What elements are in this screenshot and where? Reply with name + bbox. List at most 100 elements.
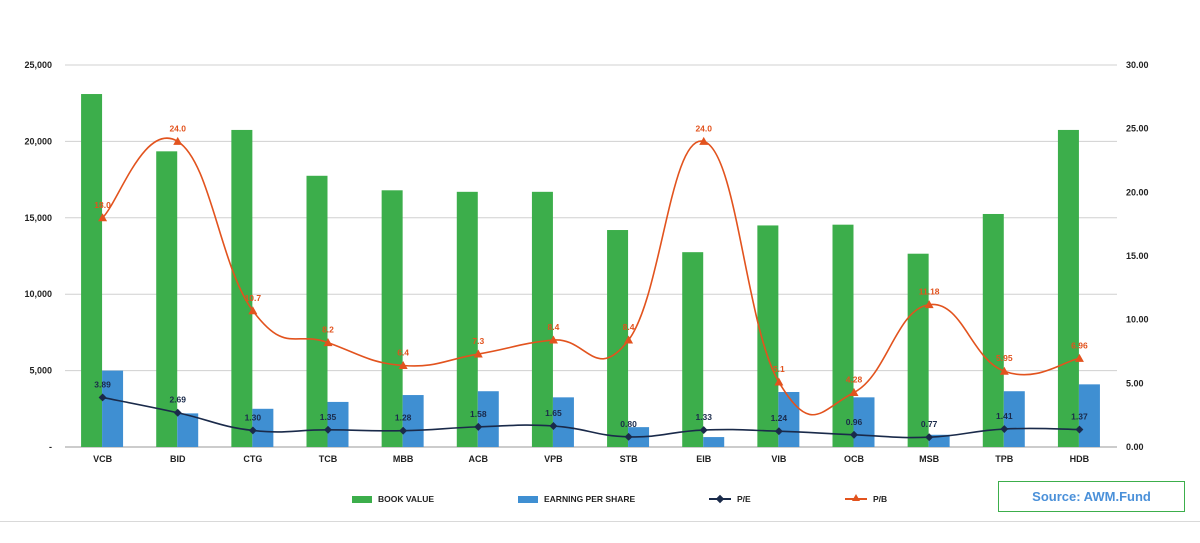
eps-bar-ctg bbox=[252, 408, 274, 447]
left-tick-label-5: 25,000 bbox=[24, 60, 52, 70]
right-tick-label-4: 20.00 bbox=[1126, 187, 1149, 197]
category-label-stb: STB bbox=[620, 454, 639, 464]
pb-label-ocb: 4.28 bbox=[846, 375, 863, 385]
pe-label-tcb: 1.35 bbox=[320, 412, 337, 422]
legend-pe-swatch bbox=[709, 494, 731, 504]
book-value-bar-mbb bbox=[381, 190, 403, 447]
legend-pe-label: P/E bbox=[737, 494, 751, 504]
eps-bar-hdb bbox=[1078, 384, 1100, 447]
category-label-mbb: MBB bbox=[393, 454, 414, 464]
category-label-eib: EIB bbox=[696, 454, 712, 464]
legend-eps-swatch bbox=[518, 495, 538, 503]
pb-marker-ocb bbox=[849, 388, 859, 397]
left-tick-label-0: - bbox=[49, 442, 52, 452]
bars bbox=[81, 94, 1100, 448]
eps-bar-eib bbox=[703, 437, 725, 447]
pe-line bbox=[102, 396, 1080, 439]
left-tick-label-4: 20,000 bbox=[24, 136, 52, 146]
legend-book-value: BOOK VALUE bbox=[352, 494, 434, 504]
left-axis-ticks: - 5,000 10,000 15,000 20,000 25,000 bbox=[24, 60, 52, 452]
pe-label-mbb: 1.28 bbox=[395, 413, 412, 423]
pb-marker-acb bbox=[473, 349, 483, 358]
pb-label-tpb: 5.95 bbox=[996, 353, 1013, 363]
right-tick-label-2: 10.00 bbox=[1126, 315, 1149, 325]
pb-marker-mbb bbox=[398, 361, 408, 370]
pe-label-vib: 1.24 bbox=[771, 413, 788, 423]
book-value-bar-tcb bbox=[306, 175, 328, 447]
pe-label-vpb: 1.65 bbox=[545, 408, 562, 418]
pe-label-eib: 1.33 bbox=[695, 412, 712, 422]
right-tick-label-1: 5.00 bbox=[1126, 378, 1144, 388]
legend: BOOK VALUE EARNING PER SHARE P/E P/B bbox=[0, 494, 1200, 508]
left-tick-label-3: 15,000 bbox=[24, 213, 52, 223]
pe-marker-hdb bbox=[1075, 425, 1084, 434]
book-value-bar-hdb bbox=[1057, 129, 1079, 447]
legend-pb-swatch bbox=[845, 494, 867, 503]
category-label-ctg: CTG bbox=[243, 454, 262, 464]
pe-marker-tcb bbox=[324, 425, 332, 434]
pb-label-stb: 8.4 bbox=[623, 322, 635, 332]
pe-marker-ctg bbox=[248, 426, 257, 435]
pb-marker-eib bbox=[699, 136, 709, 145]
pe-label-ocb: 0.96 bbox=[846, 417, 863, 427]
book-value-bar-stb bbox=[607, 230, 629, 447]
right-tick-label-3: 15.00 bbox=[1126, 251, 1149, 261]
legend-pe: P/E bbox=[709, 494, 751, 504]
book-value-bar-eib bbox=[682, 252, 704, 447]
eps-bar-tcb bbox=[327, 401, 349, 447]
legend-book-value-label: BOOK VALUE bbox=[378, 494, 435, 504]
pb-label-eib: 24.0 bbox=[695, 123, 712, 133]
pb-marker-tpb bbox=[999, 366, 1009, 375]
right-tick-label-6: 30.00 bbox=[1126, 60, 1149, 70]
pb-label-hdb: 6.96 bbox=[1071, 340, 1088, 350]
right-tick-label-5: 25.00 bbox=[1126, 124, 1149, 134]
category-label-vib: VIB bbox=[771, 454, 787, 464]
book-value-bar-msb bbox=[907, 253, 929, 447]
legend-pb: P/B bbox=[845, 494, 887, 504]
pb-label-vpb: 8.4 bbox=[548, 322, 560, 332]
book-value-bar-vib bbox=[757, 225, 779, 447]
eps-bar-msb bbox=[928, 434, 950, 447]
eps-bar-vcb bbox=[102, 370, 124, 447]
source-box: Source: AWM.Fund bbox=[998, 481, 1185, 512]
pb-label-vcb: 18.0 bbox=[94, 200, 111, 210]
source-text: Source: AWM.Fund bbox=[1032, 489, 1151, 504]
eps-bar-mbb bbox=[402, 395, 424, 447]
bottom-divider bbox=[0, 521, 1200, 522]
category-label-tpb: TPB bbox=[995, 454, 1014, 464]
pb-marker-vpb bbox=[548, 335, 558, 344]
gridlines bbox=[65, 64, 1117, 448]
book-value-bar-ocb bbox=[832, 224, 854, 447]
category-label-msb: MSB bbox=[919, 454, 940, 464]
pb-marker-vcb bbox=[98, 213, 108, 222]
pb-marker-ctg bbox=[248, 306, 258, 315]
eps-bar-tpb bbox=[1003, 391, 1025, 447]
pb-marker-stb bbox=[624, 335, 634, 344]
category-label-acb: ACB bbox=[469, 454, 489, 464]
pb-marker-msb bbox=[924, 300, 934, 309]
category-label-tcb: TCB bbox=[319, 454, 338, 464]
pb-label-ctg: 10.7 bbox=[245, 293, 262, 303]
pe-label-ctg: 1.30 bbox=[245, 412, 262, 422]
pb-label-tcb: 8.2 bbox=[322, 325, 334, 335]
pe-label-bid: 2.69 bbox=[169, 395, 186, 405]
left-tick-label-1: 5,000 bbox=[29, 366, 52, 376]
left-tick-label-2: 10,000 bbox=[24, 289, 52, 299]
book-value-bar-vpb bbox=[531, 191, 553, 447]
pb-label-vib: 5.1 bbox=[773, 364, 785, 374]
eps-bar-bid bbox=[177, 413, 199, 447]
pe-label-acb: 1.58 bbox=[470, 409, 487, 419]
book-value-bar-acb bbox=[456, 191, 478, 447]
category-label-vpb: VPB bbox=[544, 454, 563, 464]
pb-marker-bid bbox=[173, 136, 183, 145]
book-value-bar-tpb bbox=[982, 213, 1004, 447]
eps-bar-vib bbox=[778, 391, 800, 447]
book-value-bar-ctg bbox=[231, 129, 253, 447]
pe-label-vcb: 3.89 bbox=[94, 379, 111, 389]
pb-marker-hdb bbox=[1074, 353, 1084, 362]
pb-label-acb: 7.3 bbox=[472, 336, 484, 346]
legend-eps-label: EARNING PER SHARE bbox=[544, 494, 636, 504]
legend-book-value-swatch bbox=[352, 495, 372, 503]
category-label-bid: BID bbox=[170, 454, 186, 464]
